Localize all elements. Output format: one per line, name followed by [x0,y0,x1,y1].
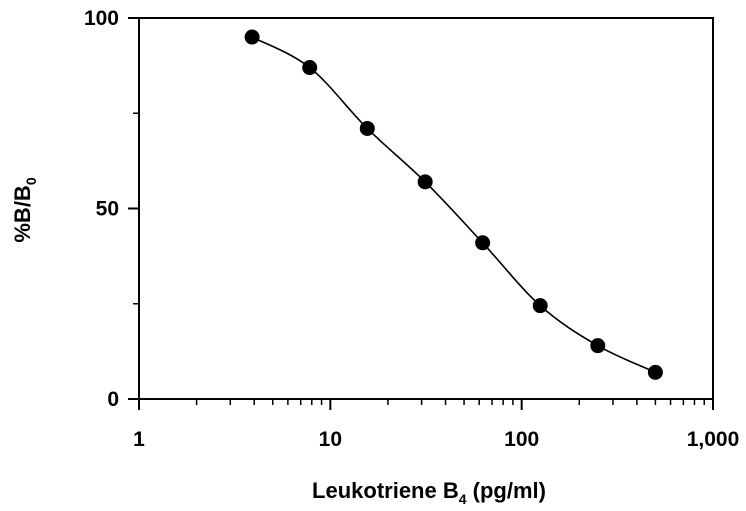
x-tick-label: 100 [504,428,539,451]
tick-labels: 1 10 100 1,000 0 50 100 [84,7,739,451]
x-axis-title-subscript: 4 [459,491,467,507]
data-point [417,174,433,190]
ticks [128,17,714,410]
data-point [302,60,318,76]
data-point [475,235,491,251]
fit-curve [251,36,656,374]
y-axis-title-subscript: 0 [23,177,39,185]
x-axis-title: Leukotriene B4 (pg/ml) [312,478,546,507]
x-axis-title-suffix: (pg/ml) [467,478,546,503]
y-tick-label: 50 [96,198,119,221]
x-tick-label: 10 [319,428,342,451]
axes [138,17,714,400]
y-tick-label: 100 [84,7,119,30]
data-point [532,298,548,314]
data-point [244,29,260,45]
data-point [647,364,663,380]
x-tick-label: 1,000 [687,428,740,451]
data-points [244,29,663,380]
plot-frame [138,17,714,400]
data-point [590,338,606,354]
y-axis-title: %B/B0 [10,177,39,242]
x-tick-label: 1 [133,428,145,451]
y-axis-title-main: %B/B [10,185,35,242]
y-tick-label: 0 [107,388,119,411]
data-point [359,120,375,136]
x-axis-title-main: Leukotriene B [312,478,459,503]
